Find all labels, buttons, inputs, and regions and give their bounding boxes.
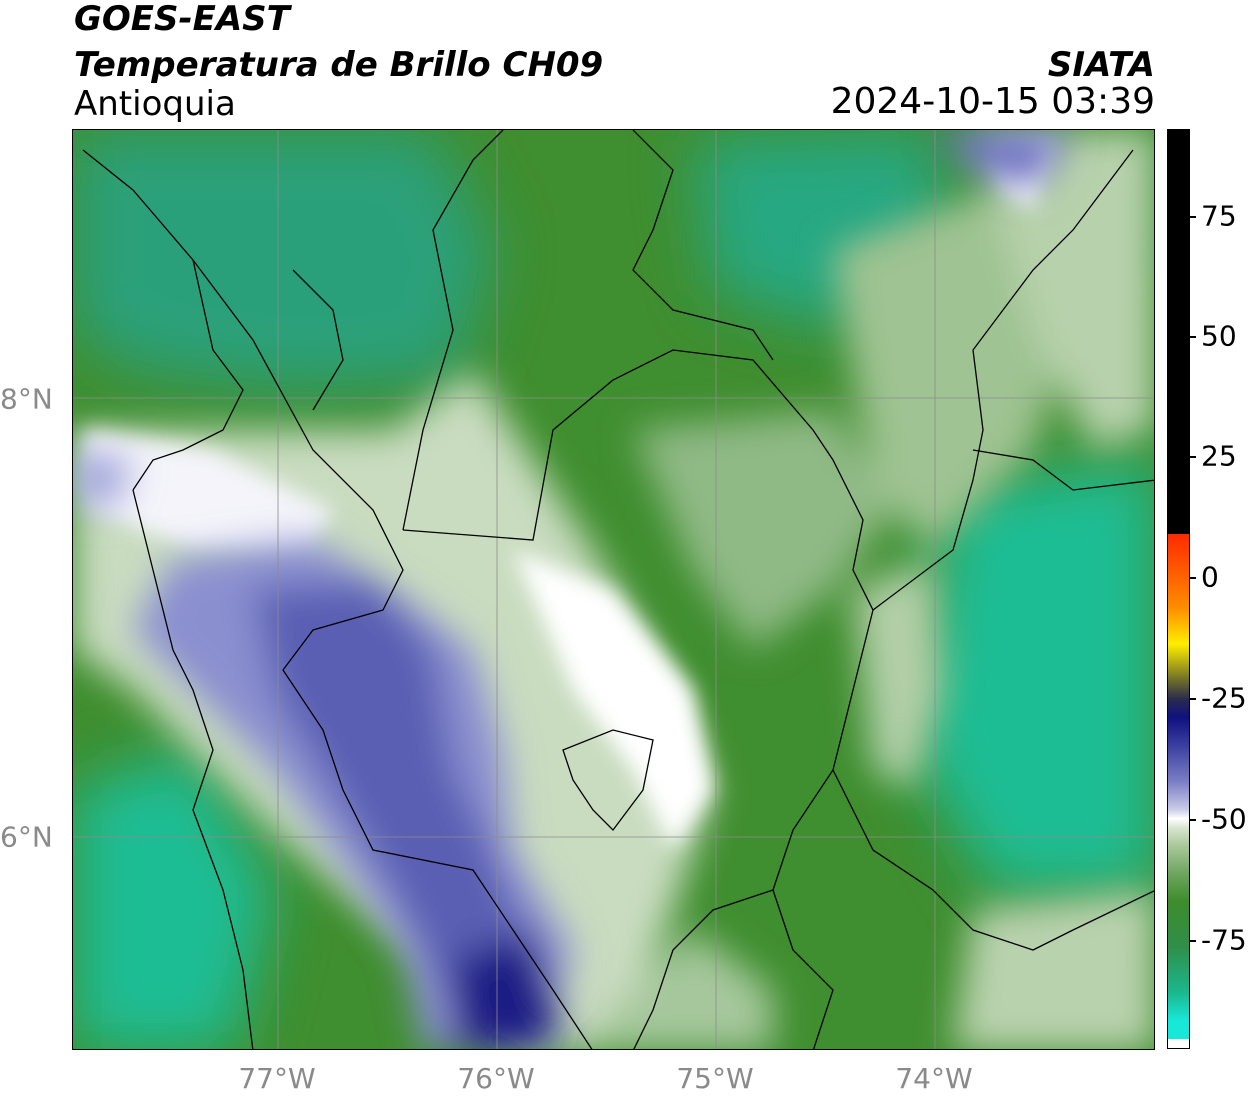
colorbar-tick <box>1189 698 1196 700</box>
colorbar-tick <box>1189 336 1196 338</box>
lon-tick-label: 76°W <box>457 1062 535 1095</box>
colorbar-tick <box>1189 940 1196 942</box>
map-canvas <box>73 130 1154 1049</box>
lon-tick-label: 77°W <box>238 1062 316 1095</box>
product-title: Temperatura de Brillo CH09 <box>74 45 604 85</box>
graticule <box>73 130 1154 1049</box>
colorbar-label: 50 <box>1201 319 1237 353</box>
lon-tick-label: 74°W <box>895 1062 973 1095</box>
colorbar-tick <box>1189 577 1196 579</box>
satellite-map[interactable] <box>72 129 1155 1050</box>
colorbar-label: 0 <box>1201 560 1219 594</box>
colorbar-tick <box>1189 216 1196 218</box>
colorbar-label: 75 <box>1201 199 1237 233</box>
region-label: Antioquia <box>74 84 236 124</box>
lon-tick-label: 75°W <box>676 1062 754 1095</box>
lat-tick-label: 6°N <box>0 820 53 854</box>
satellite-title: GOES-EAST <box>74 0 290 39</box>
colorbar-tick <box>1189 819 1196 821</box>
colorbar-label: -75 <box>1201 923 1247 957</box>
agency-label: SIATA <box>1047 45 1155 85</box>
cold-cloud-tops <box>73 130 1073 1049</box>
lat-tick-label: 8°N <box>0 382 53 416</box>
datetime-label: 2024-10-15 03:39 <box>830 81 1155 122</box>
boundaries <box>82 130 1154 1049</box>
colorbar-tick <box>1189 456 1196 458</box>
colorbar-label: -25 <box>1201 681 1247 715</box>
colorbar-label: 25 <box>1201 439 1237 473</box>
colorbar-label: -50 <box>1201 802 1247 836</box>
temperature-colorbar <box>1167 129 1190 1049</box>
